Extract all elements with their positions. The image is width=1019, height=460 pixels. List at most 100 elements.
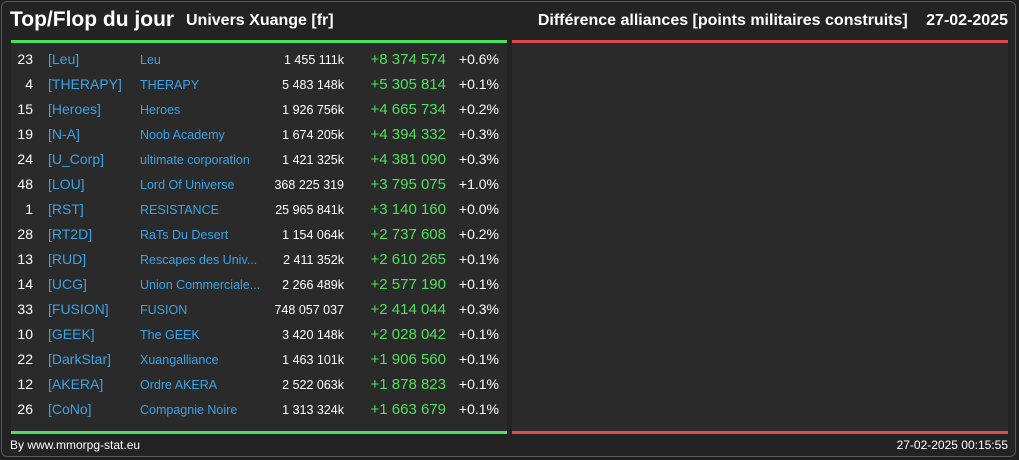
alliance-name-link[interactable]: Compagnie Noire [140, 403, 238, 417]
percent-change: +0.1% [458, 251, 499, 267]
points-difference: +5 305 814 [370, 76, 447, 93]
alliance-rank: 26 [17, 401, 33, 417]
alliance-name-link[interactable]: FUSION [140, 303, 188, 317]
points-difference: +2 028 042 [370, 326, 447, 343]
alliance-tag-link[interactable]: [AKERA] [48, 376, 104, 392]
points-difference: +8 374 574 [370, 51, 447, 68]
alliance-tag-link[interactable]: [FUSION] [48, 301, 109, 317]
generated-timestamp: 27-02-2025 00:15:55 [896, 438, 1008, 452]
alliance-rank: 13 [17, 251, 33, 267]
points-difference: +4 381 090 [370, 151, 447, 168]
table-row: 26 [CoNo] Compagnie Noire 1 313 324k +1 663 … [11, 398, 507, 423]
percent-change: +0.2% [458, 226, 499, 242]
table-row: 48 [LOU] Lord Of Universe 368 225 319 +3 795… [11, 173, 507, 198]
flop-panel-bottom-bar [512, 431, 1008, 434]
percent-change: +0.1% [458, 351, 499, 367]
ranking-header: Différence alliances [points militaires … [538, 12, 1008, 30]
alliance-points: 1 463 101k [282, 353, 344, 367]
alliance-tag-link[interactable]: [UCG] [48, 276, 87, 292]
alliance-rank: 23 [17, 51, 33, 67]
alliance-points: 1 674 205k [282, 128, 344, 142]
alliance-tag-link[interactable]: [RST] [48, 201, 84, 217]
alliance-name-link[interactable]: Ordre AKERA [140, 378, 218, 392]
alliance-name-link[interactable]: THERAPY [140, 78, 200, 92]
alliance-points: 2 266 489k [282, 278, 344, 292]
alliance-points: 2 522 063k [282, 378, 344, 392]
alliance-tag-link[interactable]: [Leu] [48, 51, 80, 67]
percent-change: +0.3% [458, 301, 499, 317]
table-row: 15 [Heroes] Heroes 1 926 756k +4 665 734 +0.2… [11, 98, 507, 123]
alliance-name-link[interactable]: Rescapes des Univ... [140, 253, 258, 267]
alliance-points: 1 154 064k [282, 228, 344, 242]
percent-change: +0.6% [458, 51, 499, 67]
alliance-name-link[interactable]: Xuangalliance [140, 353, 219, 367]
ranking-date: 27-02-2025 [926, 12, 1008, 29]
table-row: 28 [RT2D] RaTs Du Desert 1 154 064k +2 737 6… [11, 223, 507, 248]
site-credit[interactable]: By www.mmorpg-stat.eu [10, 438, 141, 452]
points-difference: +3 795 075 [370, 176, 447, 193]
alliance-name-link[interactable]: Noob Academy [140, 128, 225, 142]
alliance-name-link[interactable]: Union Commerciale... [140, 278, 261, 292]
alliance-points: 25 965 841k [275, 203, 344, 217]
points-difference: +3 140 160 [370, 201, 447, 218]
top-panel: 23 [Leu] Leu 1 455 111k +8 374 574 +0.6% 4 [THE… [11, 40, 507, 434]
alliance-rank: 4 [25, 76, 33, 92]
alliance-name-link[interactable]: Lord Of Universe [140, 178, 235, 192]
alliance-rank: 15 [17, 101, 33, 117]
alliance-points: 368 225 319 [274, 178, 344, 192]
alliance-rank: 10 [17, 326, 33, 342]
table-row: 10 [GEEK] The GEEK 3 420 148k +2 028 042 +0.1… [11, 323, 507, 348]
top-panel-top-bar [11, 40, 507, 43]
alliance-name-link[interactable]: The GEEK [140, 328, 200, 342]
alliance-rank: 24 [17, 151, 33, 167]
alliance-points: 1 313 324k [282, 403, 344, 417]
alliance-tag-link[interactable]: [U_Corp] [48, 151, 105, 167]
percent-change: +0.1% [458, 326, 499, 342]
alliance-tag-link[interactable]: [CoNo] [48, 401, 92, 417]
alliance-tag-link[interactable]: [GEEK] [48, 326, 95, 342]
table-row: 1 [RST] RESISTANCE 25 965 841k +3 140 160 +0.… [11, 198, 507, 223]
alliance-tag-link[interactable]: [THERAPY] [48, 76, 122, 92]
alliance-points: 1 926 756k [282, 103, 344, 117]
alliance-rank: 19 [17, 126, 33, 142]
top-panel-bottom-bar [11, 431, 507, 434]
alliance-name-link[interactable]: RaTs Du Desert [140, 228, 229, 242]
alliance-tag-link[interactable]: [RUD] [48, 251, 87, 267]
alliance-name-link[interactable]: Heroes [140, 103, 181, 117]
alliance-tag-link[interactable]: [LOU] [48, 176, 85, 192]
percent-change: +0.1% [458, 276, 499, 292]
points-difference: +2 577 190 [370, 276, 447, 293]
alliance-name-link[interactable]: RESISTANCE [140, 203, 219, 217]
table-row: 19 [N-A] Noob Academy 1 674 205k +4 394 332 +… [11, 123, 507, 148]
points-difference: +1 878 823 [370, 376, 447, 393]
percent-change: +0.1% [458, 376, 499, 392]
percent-change: +0.3% [458, 126, 499, 142]
alliance-points: 1 455 111k [283, 53, 344, 67]
alliance-tag-link[interactable]: [DarkStar] [48, 351, 112, 367]
alliance-rank: 48 [17, 176, 33, 192]
alliance-rank: 22 [17, 351, 33, 367]
alliance-tag-link[interactable]: [RT2D] [48, 226, 93, 242]
table-row: 12 [AKERA] Ordre AKERA 2 522 063k +1 878 823… [11, 373, 507, 398]
table-row: 22 [DarkStar] Xuangalliance 1 463 101k +1 90… [11, 348, 507, 373]
alliance-points: 1 421 325k [282, 153, 344, 167]
table-row: 33 [FUSION] FUSION 748 057 037 +2 414 044 +0.… [11, 298, 507, 323]
alliance-tag-link[interactable]: [Heroes] [48, 101, 101, 117]
alliance-name-link[interactable]: ultimate corporation [140, 153, 250, 167]
alliance-name-link[interactable]: Leu [140, 53, 161, 67]
percent-change: +0.2% [458, 101, 499, 117]
universe-label: Univers Xuange [fr] [186, 12, 334, 29]
alliance-rank: 14 [17, 276, 33, 292]
ranking-label: Différence alliances [points militaires … [537, 12, 908, 29]
alliance-rank: 33 [17, 301, 33, 317]
table-row: 4 [THERAPY] THERAPY 5 483 148k +5 305 814 +0.… [11, 73, 507, 98]
percent-change: +1.0% [458, 176, 499, 192]
table-row: 24 [U_Corp] ultimate corporation 1 421 325k… [11, 148, 507, 173]
points-difference: +1 663 679 [370, 401, 447, 418]
percent-change: +0.3% [458, 151, 499, 167]
alliance-points: 3 420 148k [282, 328, 344, 342]
alliance-tag-link[interactable]: [N-A] [48, 126, 80, 142]
flop-panel [512, 40, 1008, 434]
top-rows-list: 23 [Leu] Leu 1 455 111k +8 374 574 +0.6% 4 [THE… [11, 48, 507, 423]
page-title: Top/Flop du jour [10, 8, 175, 31]
